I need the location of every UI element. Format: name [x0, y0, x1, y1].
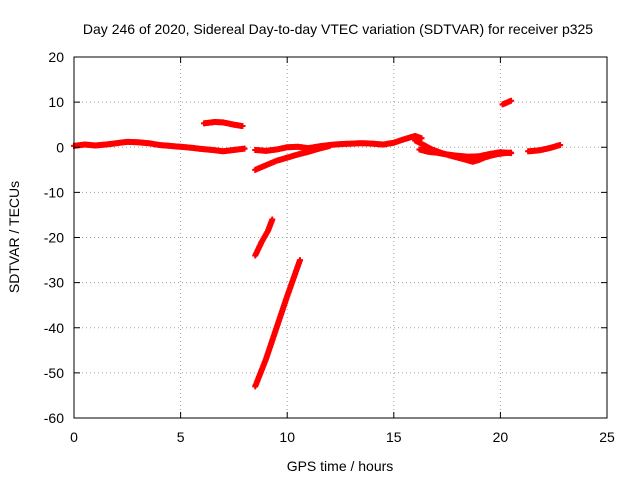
data-point — [508, 150, 515, 157]
x-tick-label: 20 — [493, 429, 509, 445]
y-tick-label: -20 — [44, 230, 64, 246]
y-tick-label: 10 — [48, 94, 64, 110]
chart-title: Day 246 of 2020, Sidereal Day-to-day VTE… — [83, 21, 593, 37]
grid-lines — [74, 57, 607, 418]
x-tick-label: 0 — [70, 429, 78, 445]
y-axis-label: SDTVAR / TECUs — [6, 181, 22, 293]
axis-ticks: 0 5 10 15 20 25 20 10 0 -10 -20 -30 -40 -50 -60 — [44, 49, 615, 445]
data-point — [239, 123, 246, 130]
data-point — [326, 142, 333, 149]
plot-frame — [73, 56, 608, 419]
x-tick-label: 15 — [386, 429, 402, 445]
y-tick-label: 0 — [56, 139, 64, 155]
y-tick-label: -40 — [44, 320, 64, 336]
y-tick-label: 20 — [48, 49, 64, 65]
data-point — [418, 135, 425, 142]
data-points — [71, 97, 564, 390]
y-tick-label: -30 — [44, 275, 64, 291]
data-point — [508, 97, 515, 104]
data-point — [269, 216, 276, 223]
y-tick-label: -10 — [44, 184, 64, 200]
x-tick-label: 25 — [599, 429, 615, 445]
data-point — [241, 145, 248, 152]
x-tick-label: 5 — [177, 429, 185, 445]
data-point — [557, 141, 564, 148]
x-tick-label: 10 — [279, 429, 295, 445]
y-tick-label: -60 — [44, 410, 64, 426]
data-point — [296, 257, 303, 264]
x-axis-label: GPS time / hours — [287, 458, 394, 474]
y-tick-label: -50 — [44, 365, 64, 381]
